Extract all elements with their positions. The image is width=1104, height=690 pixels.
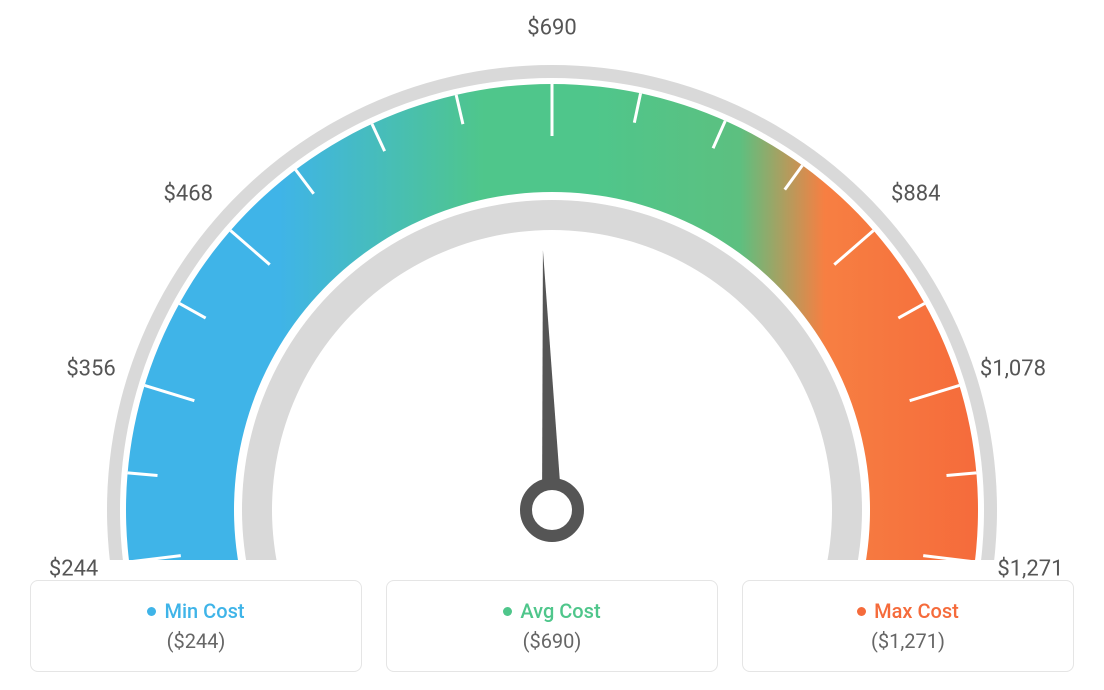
legend-min-value: ($244) (167, 629, 226, 653)
gauge-tick-label: $468 (163, 181, 212, 206)
legend-avg-title-row: Avg Cost (503, 599, 600, 623)
legend-avg-dot (503, 607, 512, 616)
gauge-area: $244$356$468$690$884$1,078$1,271 (0, 0, 1104, 560)
legend-max-title: Max Cost (874, 599, 959, 623)
gauge-tick-label: $244 (49, 556, 98, 581)
legend-avg-title: Avg Cost (520, 599, 600, 623)
legend-avg-value: ($690) (523, 629, 582, 653)
gauge-tick-label: $690 (527, 16, 576, 41)
gauge-tick-label: $884 (891, 181, 940, 206)
legend-row: Min Cost ($244) Avg Cost ($690) Max Cost… (0, 580, 1104, 675)
legend-min-dot (147, 607, 156, 616)
gauge-tick-label: $1,271 (997, 556, 1063, 581)
legend-min-title: Min Cost (164, 599, 244, 623)
gauge-tick-label: $356 (66, 357, 115, 382)
gauge-chart-container: $244 $356 $468 $690 $884 $1,078 $1,271 Min Cos… (0, 0, 1104, 690)
legend-min-title-row: Min Cost (147, 599, 244, 623)
legend-card-min: Min Cost ($244) (30, 580, 362, 672)
legend-max-title-row: Max Cost (857, 599, 959, 623)
legend-max-dot (857, 607, 866, 616)
legend-card-avg: Avg Cost ($690) (386, 580, 718, 672)
legend-max-value: ($1,271) (871, 629, 945, 653)
legend-card-max: Max Cost ($1,271) (742, 580, 1074, 672)
gauge-svg (0, 0, 1104, 560)
gauge-tick-label: $1,078 (980, 357, 1046, 382)
